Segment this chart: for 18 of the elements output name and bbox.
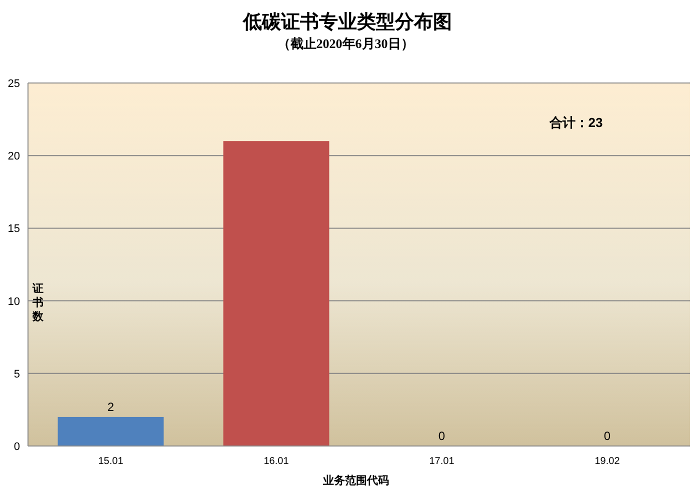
y-tick-label: 0 (14, 441, 20, 453)
x-axis-title: 业务范围代码 (322, 474, 389, 487)
x-tick-label: 16.01 (264, 456, 290, 467)
y-tick-label: 20 (8, 150, 20, 163)
y-tick-label: 5 (14, 368, 20, 380)
data-label: 0 (604, 429, 611, 443)
y-axis-title: 证书数 (32, 282, 44, 323)
y-tick-label: 10 (8, 296, 20, 308)
x-tick-label: 17.01 (429, 456, 455, 467)
annotation: 合计：23 (548, 115, 603, 130)
x-tick-label: 19.02 (594, 456, 620, 467)
y-tick-label: 25 (8, 78, 20, 90)
data-label: 2 (107, 400, 114, 414)
chart-title: 低碳证书专业类型分布图 (242, 11, 452, 33)
y-tick-label: 15 (8, 223, 20, 236)
data-label: 0 (438, 429, 446, 443)
chart-subtitle: （截止2020年6月30日） (277, 36, 414, 51)
x-tick-label: 15.01 (98, 456, 124, 467)
